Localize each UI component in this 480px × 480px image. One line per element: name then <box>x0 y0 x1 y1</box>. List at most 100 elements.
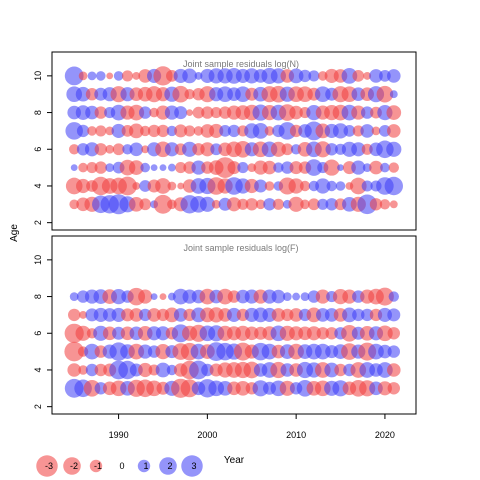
residual-bubble <box>363 71 372 80</box>
residual-bubble <box>371 126 381 136</box>
residual-bubble <box>78 162 88 173</box>
residual-bubble <box>150 293 158 300</box>
residual-bubble <box>264 126 275 136</box>
residual-bubble <box>255 199 266 210</box>
residual-bubble <box>159 293 167 300</box>
residual-bubble <box>387 363 401 377</box>
residual-bubble <box>199 196 215 212</box>
residual-bubble <box>273 162 284 173</box>
residual-bubble <box>235 380 251 396</box>
legend-label: 3 <box>191 461 196 471</box>
legend-label: 0 <box>119 461 124 471</box>
residual-bubble <box>326 180 337 192</box>
residual-bubble <box>377 325 393 342</box>
residual-bubble <box>128 196 144 212</box>
residual-bubble <box>300 199 310 210</box>
residual-bubble <box>159 164 167 172</box>
residual-bubble <box>76 124 90 138</box>
residual-bubble <box>227 124 241 138</box>
residual-bubble <box>279 380 295 396</box>
y-tick-label: 8 <box>33 110 43 115</box>
y-axis-title: Age <box>9 224 20 242</box>
residual-bubble <box>138 289 153 304</box>
residual-bubble <box>153 66 173 86</box>
residual-bubble <box>252 123 269 139</box>
residual-bubble <box>141 145 150 154</box>
residual-bubble <box>113 71 124 81</box>
residual-bubble <box>334 363 347 377</box>
y-axis: 2 4 6 8 10 <box>33 71 52 225</box>
residual-bubble <box>172 85 190 103</box>
residual-bubble <box>95 125 107 137</box>
residual-bubble <box>68 308 81 322</box>
residual-bubble <box>65 122 83 140</box>
residual-bubble <box>138 362 153 378</box>
residual-bubble <box>139 106 152 119</box>
residual-bubble <box>317 198 329 210</box>
y-tick-label: 8 <box>33 294 43 299</box>
residual-bubble <box>155 362 171 378</box>
residual-bubble <box>156 124 170 138</box>
residual-bubble <box>342 289 357 304</box>
y-tick-label: 10 <box>33 255 43 265</box>
residual-bubble <box>227 161 241 175</box>
residual-bubble <box>64 341 84 362</box>
residual-bubble <box>138 344 153 359</box>
residual-bubble <box>262 160 277 175</box>
residual-bubble <box>351 160 366 175</box>
residual-bubble <box>194 71 203 80</box>
residual-bubble <box>325 143 338 156</box>
residual-bubble <box>129 142 144 157</box>
x-tick-label: 2010 <box>286 430 306 440</box>
residual-bubble <box>352 308 365 322</box>
residual-bubble <box>84 343 100 360</box>
residual-bubble <box>83 379 101 397</box>
residual-bubble <box>121 70 134 82</box>
residual-bubble <box>105 144 115 154</box>
residual-bubble <box>201 106 214 119</box>
residual-bubble <box>184 89 195 100</box>
residual-bubble <box>75 325 91 341</box>
residual-bubble <box>186 109 194 116</box>
residual-bubble <box>184 125 196 137</box>
residual-bubble <box>351 105 366 120</box>
residual-bubble <box>361 180 373 192</box>
residual-bubble <box>70 164 78 172</box>
residual-bubble <box>174 106 188 120</box>
residual-bubble <box>237 162 249 174</box>
residual-bubble <box>209 123 224 138</box>
residual-bubble <box>237 198 249 210</box>
residual-bubble <box>118 176 137 196</box>
residual-bubble <box>389 200 398 209</box>
residual-bubble <box>288 196 304 212</box>
residual-bubble <box>281 143 294 156</box>
residual-bubble <box>362 163 372 172</box>
residual-bubble <box>167 181 177 191</box>
residual-bubble <box>360 124 374 138</box>
residual-bubble <box>226 307 242 322</box>
residual-bubble <box>147 124 161 138</box>
legend-bubble <box>137 459 151 473</box>
residual-bubble <box>75 86 91 102</box>
residual-bubble <box>387 382 400 395</box>
residual-bubble <box>147 308 161 322</box>
residual-bubble <box>299 180 311 192</box>
residual-bubble <box>226 197 242 212</box>
residual-bubble <box>263 198 276 211</box>
residual-bubble <box>132 182 141 190</box>
residual-bubble <box>308 198 320 211</box>
residual-bubble <box>332 123 349 139</box>
residual-bubble <box>288 68 304 84</box>
residual-bubble <box>96 71 106 81</box>
residual-bubble <box>200 142 215 157</box>
residual-bubble <box>79 310 88 319</box>
residual-bubble <box>335 181 346 191</box>
residual-bubble <box>361 106 374 119</box>
legend-bubble <box>63 457 81 475</box>
residual-bubble <box>369 198 383 211</box>
residual-bubble <box>128 123 144 139</box>
legend-bubble <box>181 455 203 477</box>
residual-bubble <box>298 69 312 83</box>
residual-bubble <box>87 71 97 81</box>
residual-bubble <box>139 198 152 211</box>
